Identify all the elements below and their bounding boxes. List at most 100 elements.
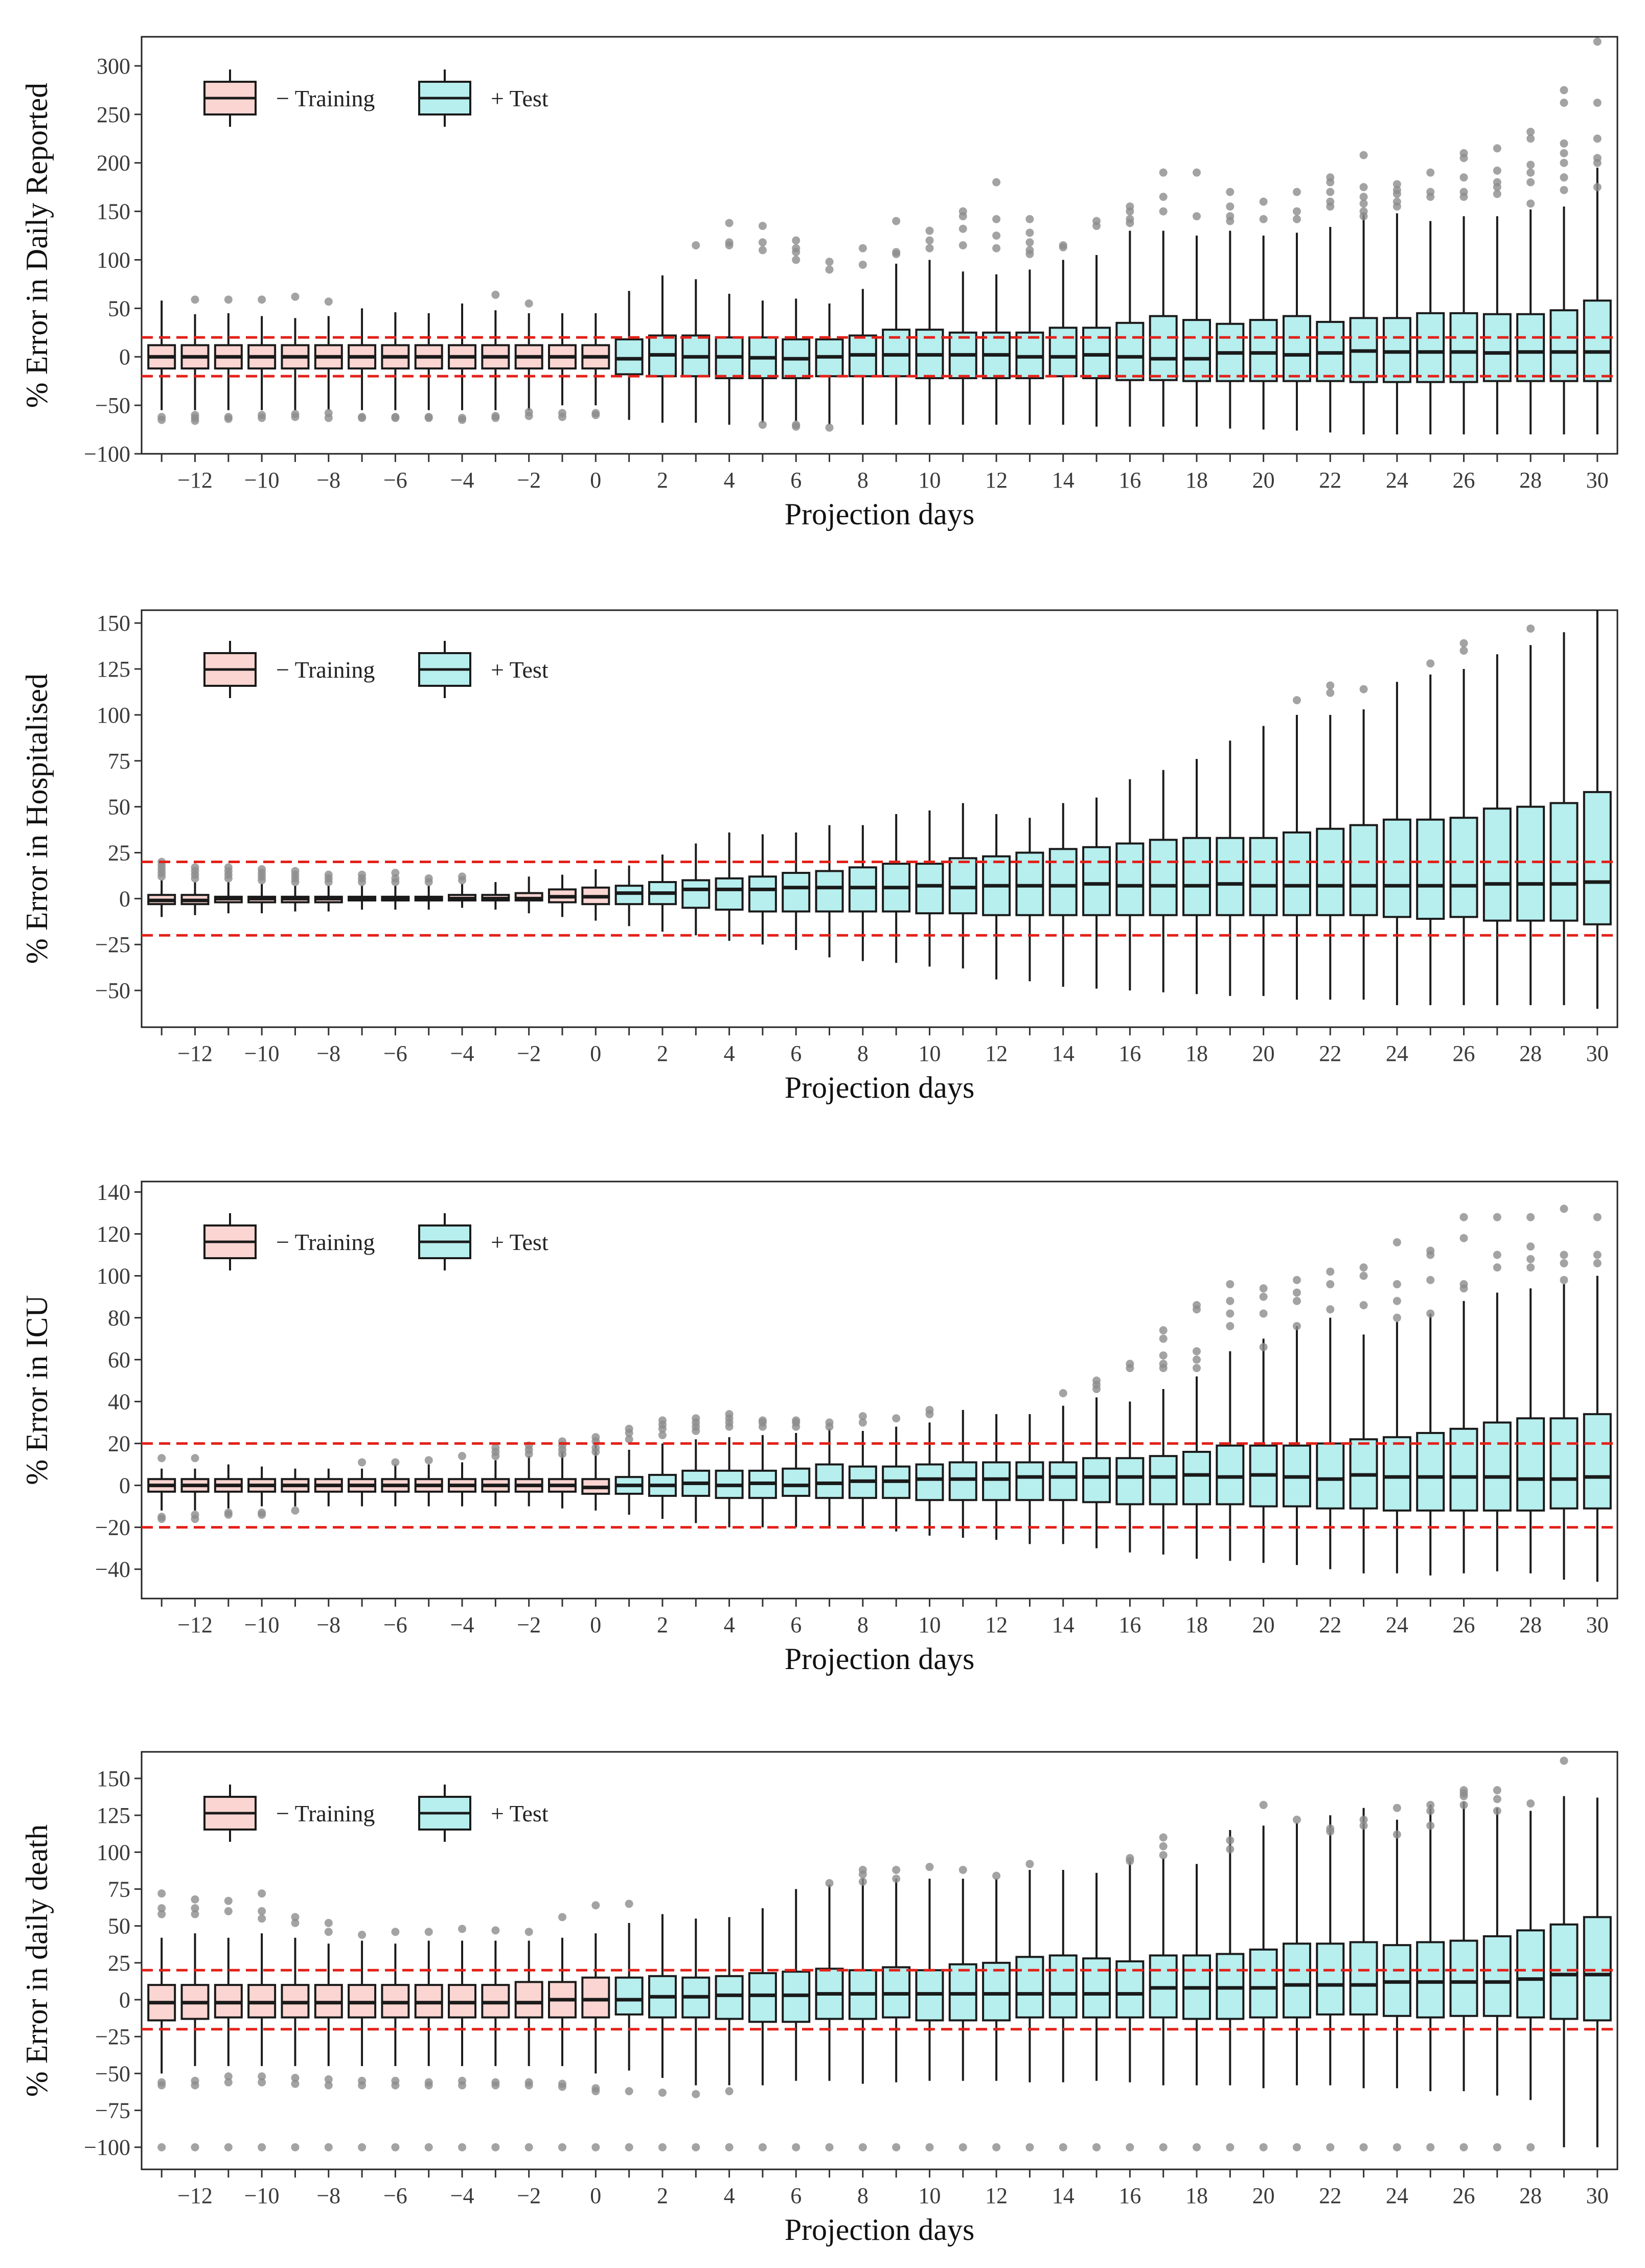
outlier-point: [1593, 183, 1602, 191]
outlier-point: [258, 1511, 266, 1519]
outlier-point: [1493, 1786, 1501, 1794]
x-tick-label: −12: [177, 1612, 213, 1637]
outlier-point: [1226, 188, 1234, 196]
outlier-point: [1560, 1205, 1568, 1213]
outlier-point: [959, 1866, 967, 1874]
outlier-point: [1393, 1314, 1401, 1322]
outlier-point: [458, 872, 466, 881]
outlier-point: [1393, 1297, 1401, 1305]
x-tick-label: 12: [985, 1041, 1008, 1066]
outlier-point: [1493, 190, 1501, 198]
y-tick-label: −75: [95, 2098, 130, 2123]
outlier-point: [1560, 140, 1568, 148]
iqr-box: [616, 1978, 643, 2015]
x-tick-label: 24: [1386, 2183, 1408, 2208]
outlier-point: [826, 424, 834, 432]
x-tick-label: 24: [1386, 1041, 1408, 1066]
outlier-point: [792, 2143, 800, 2151]
iqr-box: [716, 1976, 743, 2019]
outlier-point: [1059, 2143, 1067, 2151]
x-tick-label: 8: [857, 1612, 869, 1637]
y-tick-label: 0: [119, 344, 130, 369]
outlier-point: [826, 258, 834, 266]
x-tick-label: 20: [1252, 468, 1275, 493]
outlier-point: [1493, 1795, 1501, 1803]
x-tick-label: −6: [383, 1612, 407, 1637]
outlier-point: [1025, 2143, 1034, 2151]
outlier-point: [1159, 1351, 1168, 1359]
legend-label: + Test: [491, 1800, 549, 1826]
x-tick-label: 4: [724, 2183, 735, 2208]
outlier-point: [1159, 1851, 1168, 1859]
outlier-point: [458, 1452, 466, 1460]
iqr-box: [1050, 328, 1077, 376]
iqr-box: [850, 867, 876, 911]
outlier-point: [1326, 2143, 1334, 2151]
x-tick-label: 16: [1118, 468, 1141, 493]
x-tick-label: 2: [657, 1612, 668, 1637]
outlier-point: [959, 241, 967, 249]
iqr-box: [1250, 320, 1277, 381]
outlier-point: [591, 1901, 600, 1909]
outlier-point: [992, 215, 1000, 223]
outlier-point: [1360, 2143, 1368, 2151]
outlier-point: [1460, 1213, 1468, 1221]
iqr-box: [1183, 320, 1210, 381]
outlier-point: [458, 2143, 466, 2151]
outlier-point: [725, 2087, 734, 2095]
chart-panel-1: −100−50050100150200250300−12 −10 −8 −6 −4 −2 0…: [20, 37, 1617, 531]
outlier-point: [1260, 198, 1268, 206]
x-axis-title: Projection days: [785, 2213, 975, 2247]
outlier-point: [1360, 212, 1368, 220]
x-tick-label: −12: [177, 2183, 213, 2208]
outlier-point: [1426, 193, 1434, 201]
outlier-point: [258, 414, 266, 422]
outlier-point: [1526, 1263, 1535, 1271]
iqr-box: [1150, 840, 1177, 915]
outlier-point: [759, 1416, 767, 1424]
outlier-point: [291, 293, 299, 301]
outlier-point: [792, 1416, 800, 1424]
outlier-point: [425, 2143, 433, 2151]
outlier-point: [1226, 1309, 1234, 1317]
outlier-point: [1426, 1276, 1434, 1284]
iqr-box: [1484, 1936, 1511, 2016]
y-tick-label: 25: [108, 841, 130, 866]
iqr-box: [1083, 328, 1110, 378]
outlier-point: [1393, 1238, 1401, 1246]
outlier-point: [892, 1874, 900, 1883]
iqr-box: [716, 878, 743, 910]
y-tick-label: 0: [119, 1987, 130, 2012]
outlier-point: [491, 1444, 499, 1452]
outlier-point: [1260, 1293, 1268, 1301]
iqr-box: [1116, 1458, 1143, 1504]
x-tick-label: 18: [1185, 2183, 1208, 2208]
outlier-point: [1159, 1326, 1168, 1334]
iqr-box: [816, 871, 843, 911]
outlier-point: [1159, 1360, 1168, 1368]
outlier-point: [1326, 202, 1334, 211]
outlier-point: [1260, 215, 1268, 223]
x-tick-label: 26: [1453, 1041, 1475, 1066]
y-tick-label: −50: [95, 978, 130, 1003]
iqr-box: [983, 1462, 1010, 1500]
iqr-box: [749, 1973, 776, 2022]
outlier-point: [425, 1928, 433, 1936]
outlier-point: [1092, 222, 1101, 230]
x-tick-label: 8: [857, 468, 869, 493]
outlier-point: [358, 1458, 366, 1466]
outlier-point: [1393, 1831, 1401, 1839]
iqr-box: [1584, 1917, 1611, 2020]
outlier-point: [1460, 193, 1468, 201]
iqr-box: [749, 876, 776, 911]
outlier-point: [425, 2081, 433, 2089]
outlier-point: [1260, 1309, 1268, 1317]
outlier-point: [1460, 2143, 1468, 2151]
y-tick-label: 60: [108, 1348, 130, 1373]
outlier-point: [1460, 1801, 1468, 1809]
outlier-point: [157, 1515, 166, 1523]
outlier-point: [1393, 1804, 1401, 1812]
outlier-point: [1126, 207, 1134, 216]
iqr-box: [1584, 792, 1611, 924]
y-tick-label: 150: [97, 1766, 130, 1791]
